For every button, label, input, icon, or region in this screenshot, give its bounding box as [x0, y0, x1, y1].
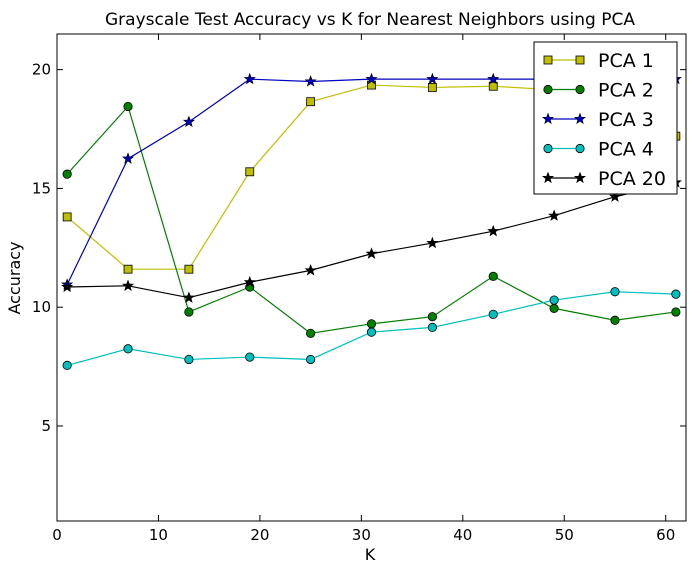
legend-box	[533, 41, 678, 195]
legend: PCA 1 PCA 2 PCA 3 PCA 4 PCA 20	[533, 41, 678, 195]
chart-title: Grayscale Test Accuracy vs K for Nearest…	[105, 10, 635, 30]
data-point	[548, 209, 561, 221]
data-point	[184, 307, 194, 317]
x-tick-label: 40	[453, 526, 472, 544]
data-point	[184, 264, 194, 274]
data-point	[121, 152, 135, 164]
data-point	[426, 236, 439, 249]
legend-marker	[543, 143, 553, 154]
data-point	[123, 344, 133, 354]
data-point	[121, 279, 135, 291]
data-point	[184, 354, 194, 365]
legend-marker	[541, 171, 555, 184]
data-point	[182, 291, 195, 303]
data-point	[182, 115, 195, 128]
legend-marker	[543, 84, 553, 95]
data-point	[243, 72, 256, 85]
data-point	[487, 72, 500, 85]
data-point	[608, 190, 622, 202]
data-point	[304, 264, 317, 276]
data-point	[549, 303, 559, 313]
data-point	[427, 83, 437, 92]
data-point	[610, 315, 620, 325]
data-point	[306, 328, 316, 338]
legend-marker	[541, 112, 555, 125]
data-point	[61, 280, 74, 293]
data-point	[123, 264, 133, 274]
legend-label: PCA 1	[598, 50, 654, 72]
legend-label: PCA 3	[598, 109, 654, 131]
x-tick-label: 10	[149, 526, 168, 544]
data-point	[366, 327, 377, 337]
legend-label: PCA 2	[598, 80, 654, 102]
x-tick-label: 50	[555, 526, 574, 544]
data-point	[62, 360, 72, 370]
data-point	[365, 72, 378, 85]
y-tick-label: 15	[32, 179, 51, 197]
data-point	[365, 247, 378, 259]
series-pca-4	[62, 287, 681, 370]
legend-label: PCA 4	[598, 139, 654, 161]
data-point	[245, 352, 255, 362]
data-point	[245, 167, 255, 177]
plot-area: 0 10 20 30 40 50 60 5 10 15 20	[32, 33, 687, 544]
legend-marker	[543, 55, 553, 65]
y-axis-label: Accuracy	[5, 241, 24, 314]
x-tick-label: 0	[52, 526, 62, 544]
data-point	[306, 97, 316, 107]
y-tick-label: 10	[32, 298, 51, 316]
data-point	[487, 224, 500, 237]
series-pca-2	[62, 101, 681, 338]
x-axis-label: K	[365, 545, 376, 564]
data-point	[488, 81, 498, 91]
legend-label: PCA 20	[598, 168, 666, 190]
data-point	[671, 307, 681, 317]
data-point	[427, 312, 437, 322]
plot-frame	[56, 33, 687, 522]
legend-marker	[573, 171, 587, 184]
legend-marker	[575, 84, 585, 95]
data-point	[306, 354, 316, 365]
y-tick-label: 20	[32, 61, 51, 79]
series-layer	[61, 72, 682, 370]
data-point	[123, 101, 133, 112]
series-pca-20	[61, 176, 682, 303]
legend-marker	[575, 143, 585, 154]
data-point	[488, 271, 498, 281]
legend-marker	[573, 112, 587, 125]
data-point	[426, 72, 439, 85]
x-tick-label: 30	[352, 526, 371, 544]
x-tick-label: 20	[250, 526, 269, 544]
data-point	[610, 287, 620, 297]
data-point	[427, 322, 437, 332]
x-tick-label: 60	[656, 526, 675, 544]
data-point	[671, 289, 681, 299]
series-line	[67, 181, 676, 299]
data-point	[62, 212, 72, 222]
data-point	[62, 169, 72, 179]
data-point	[366, 319, 377, 329]
data-point	[304, 75, 317, 87]
data-point	[488, 309, 498, 319]
legend-marker	[575, 55, 585, 65]
data-point	[549, 295, 559, 305]
data-point	[243, 275, 256, 288]
y-tick-label: 5	[41, 417, 51, 435]
